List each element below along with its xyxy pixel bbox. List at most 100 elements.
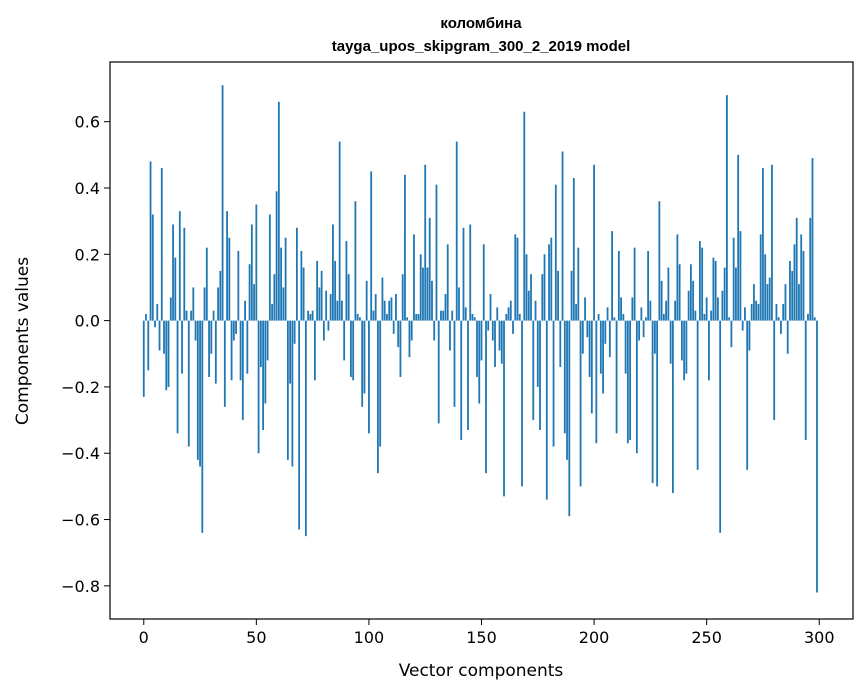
bar xyxy=(804,320,807,440)
bar xyxy=(257,320,260,454)
bar xyxy=(208,320,210,377)
bar xyxy=(755,300,758,321)
bar xyxy=(809,217,812,321)
bar xyxy=(710,310,713,321)
bar xyxy=(701,247,704,321)
bar xyxy=(714,260,717,321)
bar xyxy=(365,280,368,321)
bar xyxy=(570,270,573,321)
bar xyxy=(368,320,370,434)
bar xyxy=(721,290,724,321)
bar xyxy=(534,300,537,321)
bar xyxy=(377,320,379,474)
bar xyxy=(464,307,467,321)
bar xyxy=(536,320,539,387)
bar xyxy=(620,297,622,321)
bar xyxy=(345,241,348,321)
bar xyxy=(651,320,654,484)
bar xyxy=(712,257,715,321)
bar xyxy=(593,164,595,321)
bar xyxy=(696,320,699,470)
y-axis-ticks: −0.8 −0.6 −0.4 −0.2 0.0 0.2 0.4 0.6 xyxy=(61,113,110,596)
bar xyxy=(145,313,147,321)
bar xyxy=(496,307,499,321)
bar xyxy=(604,320,607,344)
bar xyxy=(320,270,323,321)
bar xyxy=(692,280,695,321)
bar xyxy=(284,237,287,321)
bar xyxy=(545,320,548,500)
bar xyxy=(807,313,809,321)
bar xyxy=(581,320,584,354)
bar xyxy=(241,320,244,421)
bar xyxy=(435,184,438,321)
bar xyxy=(525,254,528,321)
bar xyxy=(498,320,501,351)
bar xyxy=(313,320,316,381)
bar xyxy=(795,217,798,321)
bar xyxy=(503,320,505,497)
bar xyxy=(566,320,568,460)
bar xyxy=(255,204,258,321)
bar xyxy=(784,284,787,321)
bar xyxy=(705,297,708,321)
bar xyxy=(780,320,782,334)
bar xyxy=(444,294,447,321)
bar xyxy=(163,320,165,354)
bar xyxy=(744,307,746,321)
bar xyxy=(199,320,201,467)
bar xyxy=(644,317,647,321)
bar xyxy=(518,313,521,321)
bar xyxy=(719,320,722,533)
bar xyxy=(703,313,706,321)
bar xyxy=(239,320,242,381)
bar xyxy=(322,320,325,341)
bar xyxy=(408,320,411,358)
bar xyxy=(530,274,532,321)
bar xyxy=(395,294,397,321)
bar xyxy=(318,287,321,321)
bar xyxy=(273,274,276,321)
x-tick-label: 100 xyxy=(354,628,385,647)
bar xyxy=(248,264,251,321)
bar xyxy=(390,297,393,321)
bar xyxy=(608,320,611,358)
bar xyxy=(509,300,512,321)
bar xyxy=(187,320,190,447)
bar xyxy=(539,320,541,431)
bar xyxy=(640,307,643,321)
bar xyxy=(149,161,152,321)
bar xyxy=(379,320,382,447)
bar xyxy=(350,320,352,377)
bar xyxy=(304,320,307,537)
bar xyxy=(325,290,328,321)
bar xyxy=(160,168,163,321)
bar xyxy=(291,320,294,467)
bar xyxy=(363,320,366,394)
bar xyxy=(766,284,769,321)
bar xyxy=(201,320,204,533)
bar xyxy=(386,313,388,321)
x-tick-label: 0 xyxy=(139,628,149,647)
y-tick-label: −0.4 xyxy=(61,444,100,463)
bar xyxy=(656,320,659,487)
bar xyxy=(392,320,395,334)
bar xyxy=(289,320,292,384)
bar xyxy=(730,320,733,348)
bar xyxy=(726,95,728,321)
bar xyxy=(507,307,510,321)
bar xyxy=(332,224,334,321)
bar xyxy=(816,320,818,593)
bar xyxy=(142,320,145,397)
bar xyxy=(588,320,591,377)
bar xyxy=(356,313,359,321)
bar xyxy=(473,317,476,321)
bar xyxy=(467,320,469,431)
bar xyxy=(327,320,330,331)
bar xyxy=(431,280,433,321)
bar xyxy=(190,310,192,321)
bar xyxy=(626,320,629,444)
bar xyxy=(223,320,226,407)
bar xyxy=(264,320,267,404)
bar xyxy=(455,141,458,321)
